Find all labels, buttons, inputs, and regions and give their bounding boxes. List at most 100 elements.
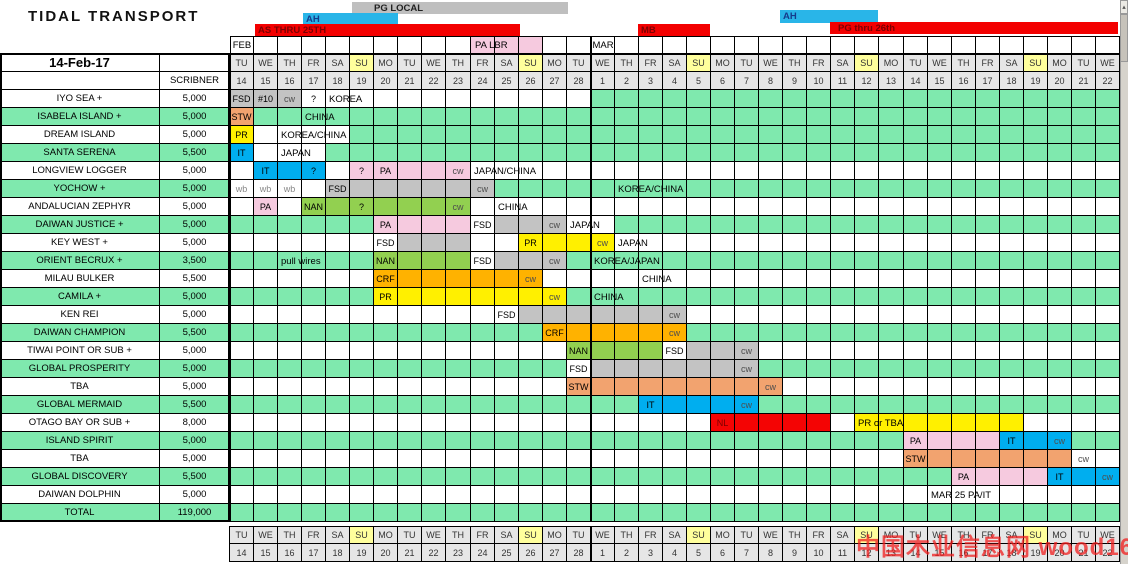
gantt-cell[interactable]	[663, 162, 687, 180]
gantt-cell[interactable]	[711, 108, 735, 126]
month-row-cell[interactable]	[374, 36, 398, 54]
gantt-cell[interactable]	[615, 162, 639, 180]
gantt-cell[interactable]	[567, 504, 591, 522]
gantt-cell[interactable]	[687, 90, 711, 108]
gantt-cell[interactable]	[567, 270, 591, 288]
vessel-value-cell[interactable]: 5,500	[160, 324, 230, 342]
gantt-cell[interactable]	[759, 198, 783, 216]
gantt-cell[interactable]	[687, 216, 711, 234]
day-header-cell[interactable]: TU	[904, 54, 928, 72]
gantt-cell[interactable]	[759, 468, 783, 486]
date-header-cell[interactable]: 18	[326, 72, 350, 90]
gantt-cell[interactable]	[639, 162, 663, 180]
gantt-cell[interactable]	[879, 216, 904, 234]
gantt-cell[interactable]	[952, 144, 976, 162]
gantt-cell[interactable]	[687, 108, 711, 126]
date-header-cell[interactable]: 17	[302, 544, 326, 562]
gantt-cell[interactable]	[735, 162, 759, 180]
gantt-cell[interactable]	[855, 108, 879, 126]
gantt-cell[interactable]	[350, 450, 374, 468]
vessel-name-cell[interactable]: DAIWAN DOLPHIN	[0, 486, 160, 504]
day-header-cell[interactable]: SU	[1024, 526, 1048, 544]
date-header-cell[interactable]: 21	[398, 544, 422, 562]
gantt-cell[interactable]	[591, 108, 615, 126]
gantt-cell[interactable]	[976, 378, 1000, 396]
month-row-cell[interactable]	[326, 36, 350, 54]
gantt-cell[interactable]: cw	[735, 396, 759, 414]
gantt-cell[interactable]	[663, 414, 687, 432]
gantt-cell[interactable]	[422, 324, 446, 342]
month-row-cell[interactable]	[254, 36, 278, 54]
gantt-cell[interactable]: FSD	[326, 180, 350, 198]
day-header-cell[interactable]: SU	[350, 54, 374, 72]
gantt-cell[interactable]	[326, 378, 350, 396]
gantt-cell[interactable]	[952, 324, 976, 342]
gantt-cell[interactable]	[928, 216, 952, 234]
gantt-cell[interactable]	[928, 306, 952, 324]
gantt-cell[interactable]	[1024, 414, 1048, 432]
gantt-cell[interactable]	[591, 270, 615, 288]
gantt-cell[interactable]	[374, 396, 398, 414]
gantt-cell[interactable]	[735, 432, 759, 450]
gantt-cell[interactable]	[855, 162, 879, 180]
gantt-cell[interactable]	[639, 360, 663, 378]
gantt-cell[interactable]	[422, 396, 446, 414]
day-header-cell[interactable]: WE	[254, 526, 278, 544]
day-header-cell[interactable]: WE	[254, 54, 278, 72]
gantt-cell[interactable]	[711, 468, 735, 486]
gantt-cell[interactable]	[471, 198, 495, 216]
gantt-cell[interactable]	[1096, 504, 1120, 522]
day-header-cell[interactable]: SA	[495, 54, 519, 72]
date-header-cell[interactable]: 24	[471, 544, 495, 562]
gantt-cell[interactable]	[1096, 162, 1120, 180]
vessel-name-cell[interactable]: TBA	[0, 378, 160, 396]
gantt-cell[interactable]	[1072, 234, 1096, 252]
gantt-cell[interactable]	[398, 288, 422, 306]
gantt-cell[interactable]	[1048, 378, 1072, 396]
month-row-cell[interactable]	[1024, 36, 1048, 54]
gantt-cell[interactable]	[759, 180, 783, 198]
gantt-cell[interactable]	[1096, 108, 1120, 126]
gantt-cell[interactable]	[879, 450, 904, 468]
gantt-cell[interactable]	[783, 234, 807, 252]
gantt-cell[interactable]	[422, 306, 446, 324]
gantt-cell[interactable]	[783, 450, 807, 468]
gantt-cell[interactable]	[1048, 198, 1072, 216]
gantt-cell[interactable]	[807, 306, 831, 324]
gantt-cell[interactable]	[1000, 126, 1024, 144]
gantt-cell[interactable]	[230, 504, 254, 522]
gantt-cell[interactable]	[976, 360, 1000, 378]
gantt-cell[interactable]	[639, 324, 663, 342]
gantt-cell[interactable]	[663, 126, 687, 144]
gantt-cell[interactable]	[1000, 414, 1024, 432]
day-header-cell[interactable]: TH	[278, 54, 302, 72]
gantt-cell[interactable]	[976, 306, 1000, 324]
gantt-cell[interactable]	[615, 450, 639, 468]
gantt-cell[interactable]	[831, 234, 855, 252]
month-row-cell[interactable]	[879, 36, 904, 54]
gantt-cell[interactable]	[591, 468, 615, 486]
gantt-cell[interactable]: FSD	[471, 216, 495, 234]
gantt-cell[interactable]	[326, 288, 350, 306]
day-header-cell[interactable]: TU	[398, 526, 422, 544]
vessel-name-cell[interactable]: IYO SEA +	[0, 90, 160, 108]
gantt-cell[interactable]	[855, 198, 879, 216]
gantt-cell[interactable]	[519, 378, 543, 396]
gantt-cell[interactable]	[302, 306, 326, 324]
gantt-cell[interactable]: #10	[254, 90, 278, 108]
gantt-cell[interactable]	[519, 288, 543, 306]
gantt-cell[interactable]	[471, 234, 495, 252]
gantt-cell[interactable]	[976, 198, 1000, 216]
gantt-cell[interactable]	[904, 270, 928, 288]
gantt-cell[interactable]	[759, 270, 783, 288]
gantt-cell[interactable]	[591, 414, 615, 432]
gantt-cell[interactable]	[302, 180, 326, 198]
gantt-cell[interactable]	[543, 108, 567, 126]
gantt-cell[interactable]	[543, 144, 567, 162]
gantt-cell[interactable]	[711, 360, 735, 378]
gantt-cell[interactable]	[831, 270, 855, 288]
gantt-cell[interactable]	[543, 504, 567, 522]
gantt-cell[interactable]	[904, 468, 928, 486]
month-row-cell[interactable]	[615, 36, 639, 54]
gantt-cell[interactable]	[254, 450, 278, 468]
